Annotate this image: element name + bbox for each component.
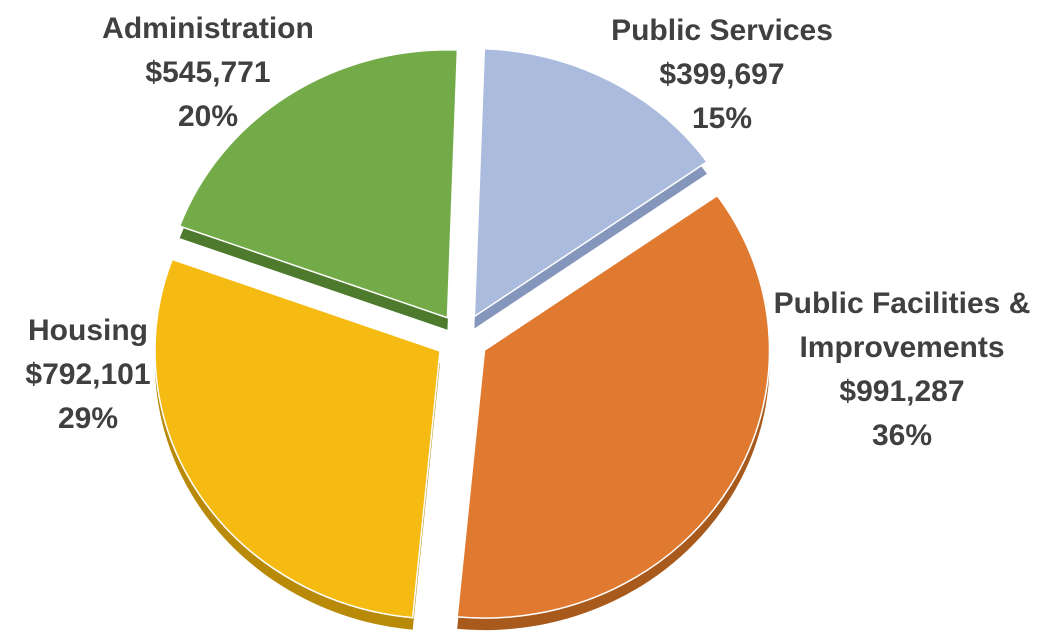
data-label: Administration $545,771 20% (102, 12, 314, 133)
slice-percent-label: 29% (58, 402, 118, 435)
pie-slices (154, 47, 771, 619)
slice-name-label: Improvements (799, 331, 1004, 364)
pie-slice-housing (154, 258, 441, 619)
slice-value-label: $792,101 (25, 358, 150, 391)
slice-percent-label: 15% (692, 102, 752, 135)
pie-slice-public-services (473, 47, 709, 318)
pie-data-labels: Public Services $399,697 15% Public Facilit… (25, 12, 1030, 452)
slice-value-label: $399,697 (659, 58, 784, 91)
data-label: Public Facilities & Improvements $991,287 3… (774, 287, 1031, 452)
slice-name-label: Public Facilities & (774, 287, 1031, 320)
slice-name-label: Administration (102, 12, 314, 45)
slice-percent-label: 36% (872, 419, 932, 452)
slice-value-label: $545,771 (145, 56, 270, 89)
slice-percent-label: 20% (178, 100, 238, 133)
slice-name-label: Public Services (611, 14, 833, 47)
pie-slice-administration (178, 49, 459, 319)
slice-name-label: Housing (28, 314, 148, 347)
data-label: Public Services $399,697 15% (611, 14, 833, 135)
data-label: Housing $792,101 29% (25, 314, 150, 435)
slice-value-label: $991,287 (839, 375, 964, 408)
pie-slice-public-facilities-improvements (456, 194, 771, 619)
